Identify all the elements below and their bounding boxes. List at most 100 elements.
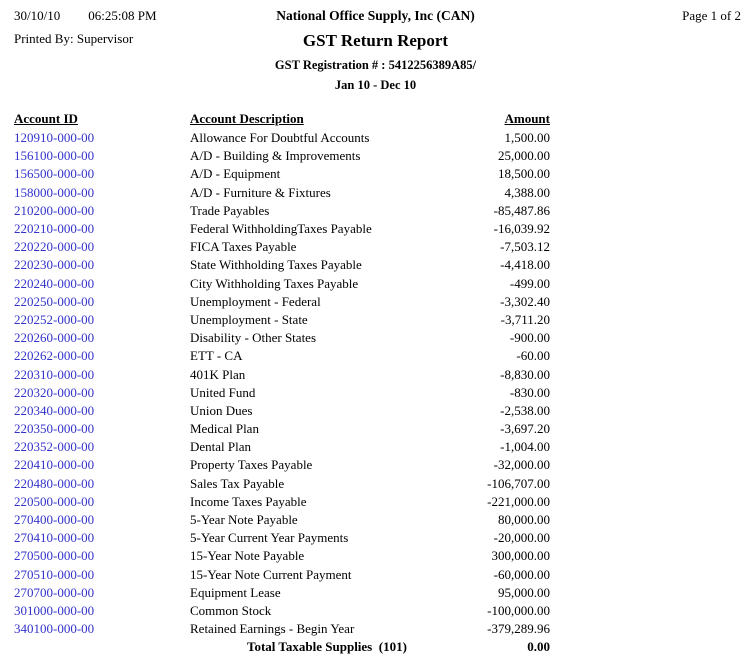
amount-cell: -106,707.00: [487, 475, 550, 491]
report-title: GST Return Report: [302, 31, 449, 50]
table-row: 270400-000-00 5-Year Note Payable 80,000…: [0, 511, 751, 529]
account-id-link[interactable]: 340100-000-00: [14, 621, 95, 637]
account-id-cell: 301000-000-00: [14, 603, 190, 619]
amount-cell: -60.00: [516, 348, 550, 364]
print-time: 06:25:08 PM: [88, 8, 157, 23]
total-row: Total Taxable Supplies (101) 0.00: [0, 638, 751, 656]
account-id-link[interactable]: 270410-000-00: [14, 530, 95, 546]
account-id-link[interactable]: 220340-000-00: [14, 402, 95, 418]
account-id-link[interactable]: 220480-000-00: [14, 475, 95, 491]
account-description-cell: Income Taxes Payable: [190, 493, 307, 509]
report-table: Account ID Account Description Amount 12…: [0, 108, 751, 656]
amount-cell: -32,000.00: [493, 457, 550, 473]
account-id-cell: 270510-000-00: [14, 567, 190, 583]
account-id-link[interactable]: 120910-000-00: [14, 130, 95, 146]
company-name: National Office Supply, Inc (CAN): [276, 8, 475, 23]
amount-cell: 25,000.00: [498, 148, 550, 164]
account-id-link[interactable]: 270510-000-00: [14, 566, 95, 582]
account-id-link[interactable]: 220230-000-00: [14, 257, 95, 273]
account-description-cell: Medical Plan: [190, 421, 259, 437]
table-row: 156100-000-00 A/D - Building & Improveme…: [0, 147, 751, 165]
account-description-cell: 15-Year Note Payable: [190, 548, 305, 564]
amount-cell: -4,418.00: [500, 257, 550, 273]
account-id-link[interactable]: 270400-000-00: [14, 512, 95, 528]
account-id-link[interactable]: 210200-000-00: [14, 202, 95, 218]
amount-cell: -8,830.00: [500, 366, 550, 382]
account-id-cell: 270700-000-00: [14, 585, 190, 601]
account-id-cell: 220310-000-00: [14, 367, 190, 383]
account-id-cell: 220230-000-00: [14, 257, 190, 273]
table-row: 270700-000-00 Equipment Lease 95,000.00: [0, 584, 751, 602]
table-row: 220480-000-00 Sales Tax Payable -106,707…: [0, 475, 751, 493]
table-row: 220500-000-00 Income Taxes Payable -221,…: [0, 493, 751, 511]
amount-cell: -830.00: [509, 384, 550, 400]
account-id-cell: 220250-000-00: [14, 294, 190, 310]
account-description-cell: A/D - Furniture & Fixtures: [190, 184, 331, 200]
account-description-cell: Common Stock: [190, 602, 272, 618]
amount-cell: -3,302.40: [500, 293, 550, 309]
print-date: 30/10/10: [14, 8, 61, 23]
table-row: 220340-000-00 Union Dues -2,538.00: [0, 402, 751, 420]
account-id-cell: 156500-000-00: [14, 166, 190, 182]
table-row: 220310-000-00 401K Plan -8,830.00: [0, 365, 751, 383]
account-id-link[interactable]: 220262-000-00: [14, 348, 95, 364]
account-id-link[interactable]: 156100-000-00: [14, 148, 95, 164]
header-left: 30/10/10 06:25:08 PM Printed By: Supervi…: [14, 8, 157, 47]
gst-registration: GST Registration # : 5412256389A85/: [274, 58, 477, 72]
amount-cell: 18,500.00: [498, 166, 550, 182]
amount-cell: -379,289.96: [487, 621, 550, 637]
account-id-cell: 220320-000-00: [14, 385, 190, 401]
table-row: 220410-000-00 Property Taxes Payable -32…: [0, 456, 751, 474]
account-id-link[interactable]: 270500-000-00: [14, 548, 95, 564]
account-id-link[interactable]: 220210-000-00: [14, 221, 95, 237]
account-id-link[interactable]: 220500-000-00: [14, 493, 95, 509]
account-id-link[interactable]: 220240-000-00: [14, 275, 95, 291]
table-row: 270410-000-00 5-Year Current Year Paymen…: [0, 529, 751, 547]
table-row: 220210-000-00 Federal WithholdingTaxes P…: [0, 220, 751, 238]
amount-cell: -499.00: [509, 275, 550, 291]
account-description-cell: Retained Earnings - Begin Year: [190, 621, 355, 637]
account-id-link[interactable]: 220352-000-00: [14, 439, 95, 455]
account-id-link[interactable]: 156500-000-00: [14, 166, 95, 182]
table-row: 158000-000-00 A/D - Furniture & Fixtures…: [0, 184, 751, 202]
account-description-cell: Equipment Lease: [190, 584, 281, 600]
account-id-cell: 220260-000-00: [14, 330, 190, 346]
account-description-cell: Unemployment - Federal: [190, 293, 321, 309]
table-row: 220240-000-00 City Withholding Taxes Pay…: [0, 275, 751, 293]
account-description-cell: Union Dues: [190, 402, 253, 418]
account-id-cell: 210200-000-00: [14, 203, 190, 219]
account-id-link[interactable]: 220252-000-00: [14, 311, 95, 327]
account-id-cell: 156100-000-00: [14, 148, 190, 164]
account-id-cell: 270400-000-00: [14, 512, 190, 528]
account-id-cell: 220210-000-00: [14, 221, 190, 237]
account-id-link[interactable]: 220410-000-00: [14, 457, 95, 473]
amount-cell: 300,000.00: [491, 548, 551, 564]
amount-cell: -85,487.86: [493, 202, 550, 218]
account-description-cell: City Withholding Taxes Payable: [190, 275, 359, 291]
account-id-link[interactable]: 220320-000-00: [14, 384, 95, 400]
account-id-link[interactable]: 220310-000-00: [14, 366, 95, 382]
print-datetime: 30/10/10 06:25:08 PM: [14, 8, 157, 24]
account-id-link[interactable]: 220250-000-00: [14, 293, 95, 309]
account-id-link[interactable]: 270700-000-00: [14, 584, 95, 600]
amount-cell: -3,711.20: [500, 311, 550, 327]
table-body: 120910-000-00 Allowance For Doubtful Acc…: [0, 129, 751, 638]
account-id-link[interactable]: 220220-000-00: [14, 239, 95, 255]
account-id-link[interactable]: 301000-000-00: [14, 602, 95, 618]
table-row: 220320-000-00 United Fund -830.00: [0, 384, 751, 402]
column-header-amount: Amount: [504, 110, 550, 126]
account-id-link[interactable]: 220350-000-00: [14, 421, 95, 437]
account-description-cell: A/D - Equipment: [190, 166, 281, 182]
account-id-cell: 220352-000-00: [14, 439, 190, 455]
header-center: National Office Supply, Inc (CAN) GST Re…: [0, 8, 751, 93]
column-header-account-description: Account Description: [190, 110, 304, 126]
account-description-cell: Property Taxes Payable: [190, 457, 313, 473]
table-row: 210200-000-00 Trade Payables -85,487.86: [0, 202, 751, 220]
amount-cell: -900.00: [509, 330, 550, 346]
account-id-cell: 270410-000-00: [14, 530, 190, 546]
table-row: 220230-000-00 State Withholding Taxes Pa…: [0, 256, 751, 274]
account-id-cell: 220410-000-00: [14, 457, 190, 473]
account-id-link[interactable]: 220260-000-00: [14, 330, 95, 346]
account-id-link[interactable]: 158000-000-00: [14, 184, 95, 200]
